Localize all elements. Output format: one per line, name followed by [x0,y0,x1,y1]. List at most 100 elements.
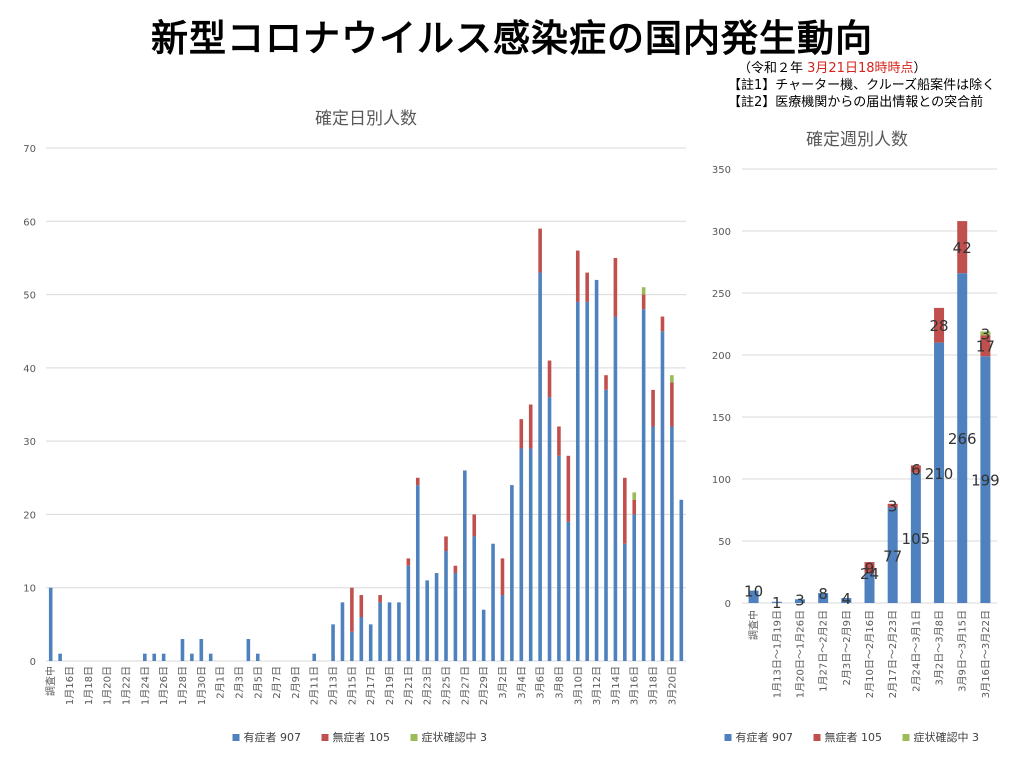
daily-bar-1-42 [444,536,448,552]
daily-bar-0-14 [180,639,185,661]
daily-bar-0-22 [255,653,260,661]
daily-bar-0-65 [660,331,665,661]
daily-xtick-20: 2月23日 [422,666,434,705]
daily-bar-0-57 [585,301,589,661]
weekly-bar-0-4 [841,598,852,603]
daily-bar-1-38 [406,558,411,566]
daily-bar-0-11 [152,653,157,661]
weekly-bar-2-10 [980,331,991,336]
daily-bar-0-38 [406,565,411,661]
daily-xtick-21: 2月25日 [441,666,453,705]
weekly-xtick-8: 3月2日～3月8日 [934,610,946,685]
weekly-ytick-100: 100 [712,475,731,486]
weekly-xtick-2: 1月20日～1月26日 [794,610,806,698]
daily-xtick-6: 1月26日 [158,666,170,705]
daily-bar-0-43 [453,573,458,661]
daily-xtick-24: 3月2日 [497,666,509,699]
daily-xtick-2: 1月18日 [83,666,95,705]
weekly-xtick-6: 2月17日～2月23日 [887,610,899,698]
daily-bar-0-41 [434,573,439,661]
weekly-bar-0-1 [771,601,782,603]
daily-bar-1-64 [651,389,655,427]
daily-legend-label-2: 症状確認中 3 [422,730,488,744]
daily-bar-1-62 [632,499,637,515]
daily-xtick-13: 2月9日 [290,666,302,699]
weekly-bar-0-6 [887,507,898,603]
daily-bar-0-12 [161,653,166,661]
weekly-legend-swatch-2 [902,734,910,741]
daily-bar-0-51 [528,448,533,661]
daily-bar-0-21 [246,639,251,661]
daily-xtick-32: 3月18日 [648,666,660,705]
weekly-data-label-0-2: 3 [795,591,805,609]
daily-bar-0-62 [632,514,637,661]
weekly-ytick-350: 350 [712,165,731,176]
daily-xtick-17: 2月17日 [365,666,377,705]
weekly-xtick-0: 調査中 [747,610,760,640]
weekly-bar-1-9 [957,221,968,274]
daily-bar-0-37 [397,602,401,661]
daily-bar-0-45 [472,536,477,661]
daily-xtick-5: 1月24日 [139,666,151,705]
daily-bar-0-44 [463,470,467,661]
weekly-legend-label-2: 症状確認中 3 [914,730,980,744]
weekly-data-label-1-7: 6 [911,461,921,479]
weekly-ytick-0: 0 [725,599,731,610]
weekly-data-label-1-10: 17 [976,338,995,356]
date-prefix: （令和２年 [738,61,808,76]
daily-bar-0-40 [425,580,429,661]
daily-legend-label-0: 有症者 907 [244,730,302,744]
weekly-bar-0-8 [934,342,945,603]
weekly-data-label-0-5: 24 [860,565,879,583]
daily-xtick-25: 3月4日 [516,666,528,699]
daily-bar-1-45 [472,514,477,537]
daily-bar-2-62 [632,492,637,500]
weekly-bar-1-6 [887,503,898,508]
daily-xtick-12: 2月7日 [271,666,283,699]
weekly-xtick-7: 2月24日～3月1日 [910,610,922,692]
notes-block: （令和２年 3月21日18時時点） 【註1】チャーター機、クルーズ船案件は除く … [728,60,995,111]
daily-bar-1-39 [415,477,420,486]
weekly-bar-0-2 [794,599,805,603]
daily-xtick-28: 3月10日 [572,666,584,705]
weekly-bar-1-5 [864,562,875,574]
weekly-data-label-0-9: 266 [948,430,977,448]
weekly-xtick-3: 1月27日～2月2日 [818,610,830,692]
daily-ytick-10: 10 [23,584,36,595]
daily-bar-2-63 [641,287,646,295]
daily-bar-0-31 [340,602,345,661]
daily-bar-0-52 [538,272,542,661]
daily-bar-0-49 [510,485,514,661]
weekly-data-label-2-10: 3 [981,325,991,343]
weekly-bar-0-3 [818,593,829,603]
weekly-legend-swatch-1 [813,734,821,741]
daily-xtick-18: 2月19日 [384,666,396,705]
daily-bar-1-61 [623,477,627,544]
daily-xtick-27: 3月8日 [553,666,565,699]
daily-bar-0-39 [415,485,420,661]
weekly-bar-0-7 [910,472,921,603]
weekly-data-label-0-4: 4 [842,590,852,608]
daily-bar-0-63 [641,309,646,661]
daily-ytick-20: 20 [23,510,36,521]
daily-xtick-33: 3月20日 [666,666,678,705]
daily-bar-0-17 [208,653,213,661]
daily-bar-0-35 [378,602,382,661]
weekly-xtick-5: 2月10日～2月16日 [864,610,876,698]
daily-bar-1-65 [660,316,665,332]
daily-xtick-1: 1月16日 [64,666,76,705]
daily-bar-0-16 [199,639,204,661]
daily-bar-0-30 [331,624,335,661]
daily-bar-0-55 [566,521,571,661]
weekly-data-label-0-3: 8 [818,585,828,603]
note-2: 【註2】医療機関からの届出情報との突合前 [728,95,984,110]
daily-bar-0-61 [623,543,627,661]
weekly-chart-title: 確定週別人数 [806,130,908,150]
daily-bar-1-32 [350,587,354,632]
weekly-ytick-250: 250 [712,289,731,300]
daily-bar-1-48 [500,558,505,596]
daily-xtick-4: 1月22日 [121,666,133,705]
daily-bar-1-55 [566,455,571,522]
weekly-bar-0-9 [957,273,968,603]
weekly-data-label-1-8: 28 [929,317,948,335]
